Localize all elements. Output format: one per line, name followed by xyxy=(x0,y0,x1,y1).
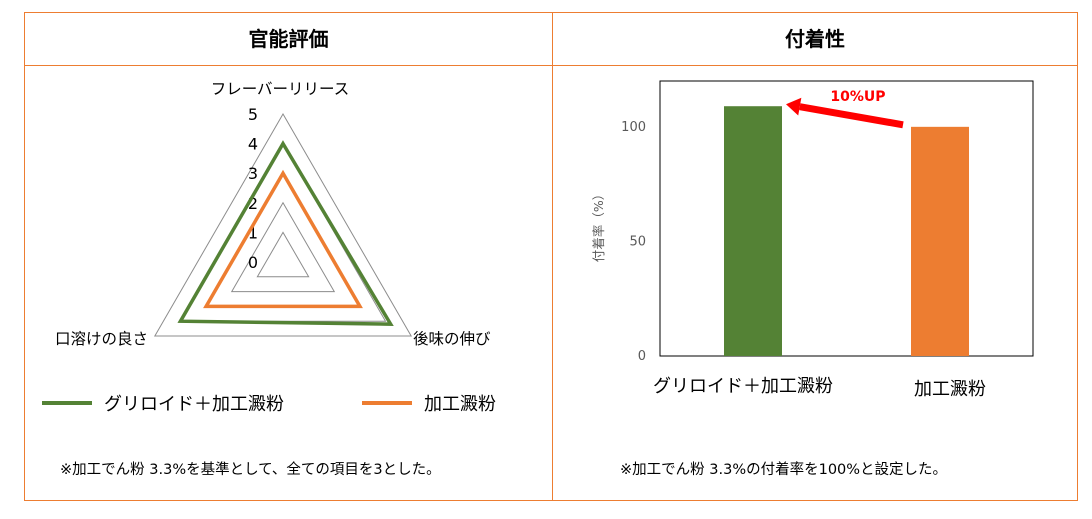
radar-tick-label: 1 xyxy=(248,223,258,242)
increase-arrow-head xyxy=(786,97,802,116)
legend-item-griroid: グリロイド＋加工澱粉 xyxy=(42,390,284,416)
legend-item-starch: 加工澱粉 xyxy=(362,390,496,416)
sensory-footnote: ※加工でん粉 3.3%を基準として、全ての項目を3とした。 xyxy=(60,462,441,478)
radar-axis-label: 後味の伸び xyxy=(413,330,491,348)
panel-divider xyxy=(552,13,553,500)
x-category-label: グリロイド＋加工澱粉 xyxy=(653,376,833,397)
header-divider xyxy=(25,65,1077,66)
radar-series-line xyxy=(177,140,394,326)
adhesion-footnote: ※加工でん粉 3.3%の付着率を100%と設定した。 xyxy=(620,462,948,478)
legend-label: 加工澱粉 xyxy=(424,394,496,415)
legend-swatch-green xyxy=(42,401,92,405)
radar-tick-label: 4 xyxy=(248,135,258,154)
radar-tick-label: 0 xyxy=(248,253,258,272)
figure-frame: 官能評価 付着性 xyxy=(24,12,1078,501)
y-axis-label: 付着率（%） xyxy=(591,188,606,262)
bar xyxy=(724,106,782,356)
radar-grid-ring xyxy=(153,112,413,337)
radar-grid-ring xyxy=(230,201,336,293)
plot-area xyxy=(659,80,1034,357)
legend-label: グリロイド＋加工澱粉 xyxy=(104,394,284,415)
sensory-panel-title: 官能評価 xyxy=(248,27,329,51)
increase-arrow-shaft xyxy=(799,103,904,129)
x-category-label: 加工澱粉 xyxy=(914,379,986,400)
radar-series-line xyxy=(203,169,363,309)
radar-axis-label: フレーバーリリース xyxy=(211,80,350,98)
increase-annotation: 10%UP xyxy=(830,89,885,105)
y-tick-label: 100 xyxy=(621,120,646,135)
legend-swatch-orange xyxy=(362,401,412,405)
radar-axis-label: 口溶けの良さ xyxy=(55,330,148,348)
radar-tick-label: 5 xyxy=(248,105,258,124)
y-tick-label: 50 xyxy=(629,234,646,249)
radar-grid-ring xyxy=(256,231,310,278)
y-tick-label: 0 xyxy=(638,349,646,364)
radar-tick-label: 3 xyxy=(248,164,258,183)
adhesion-panel-title: 付着性 xyxy=(785,27,845,51)
radar-tick-label: 2 xyxy=(248,194,258,213)
bar xyxy=(911,126,969,356)
